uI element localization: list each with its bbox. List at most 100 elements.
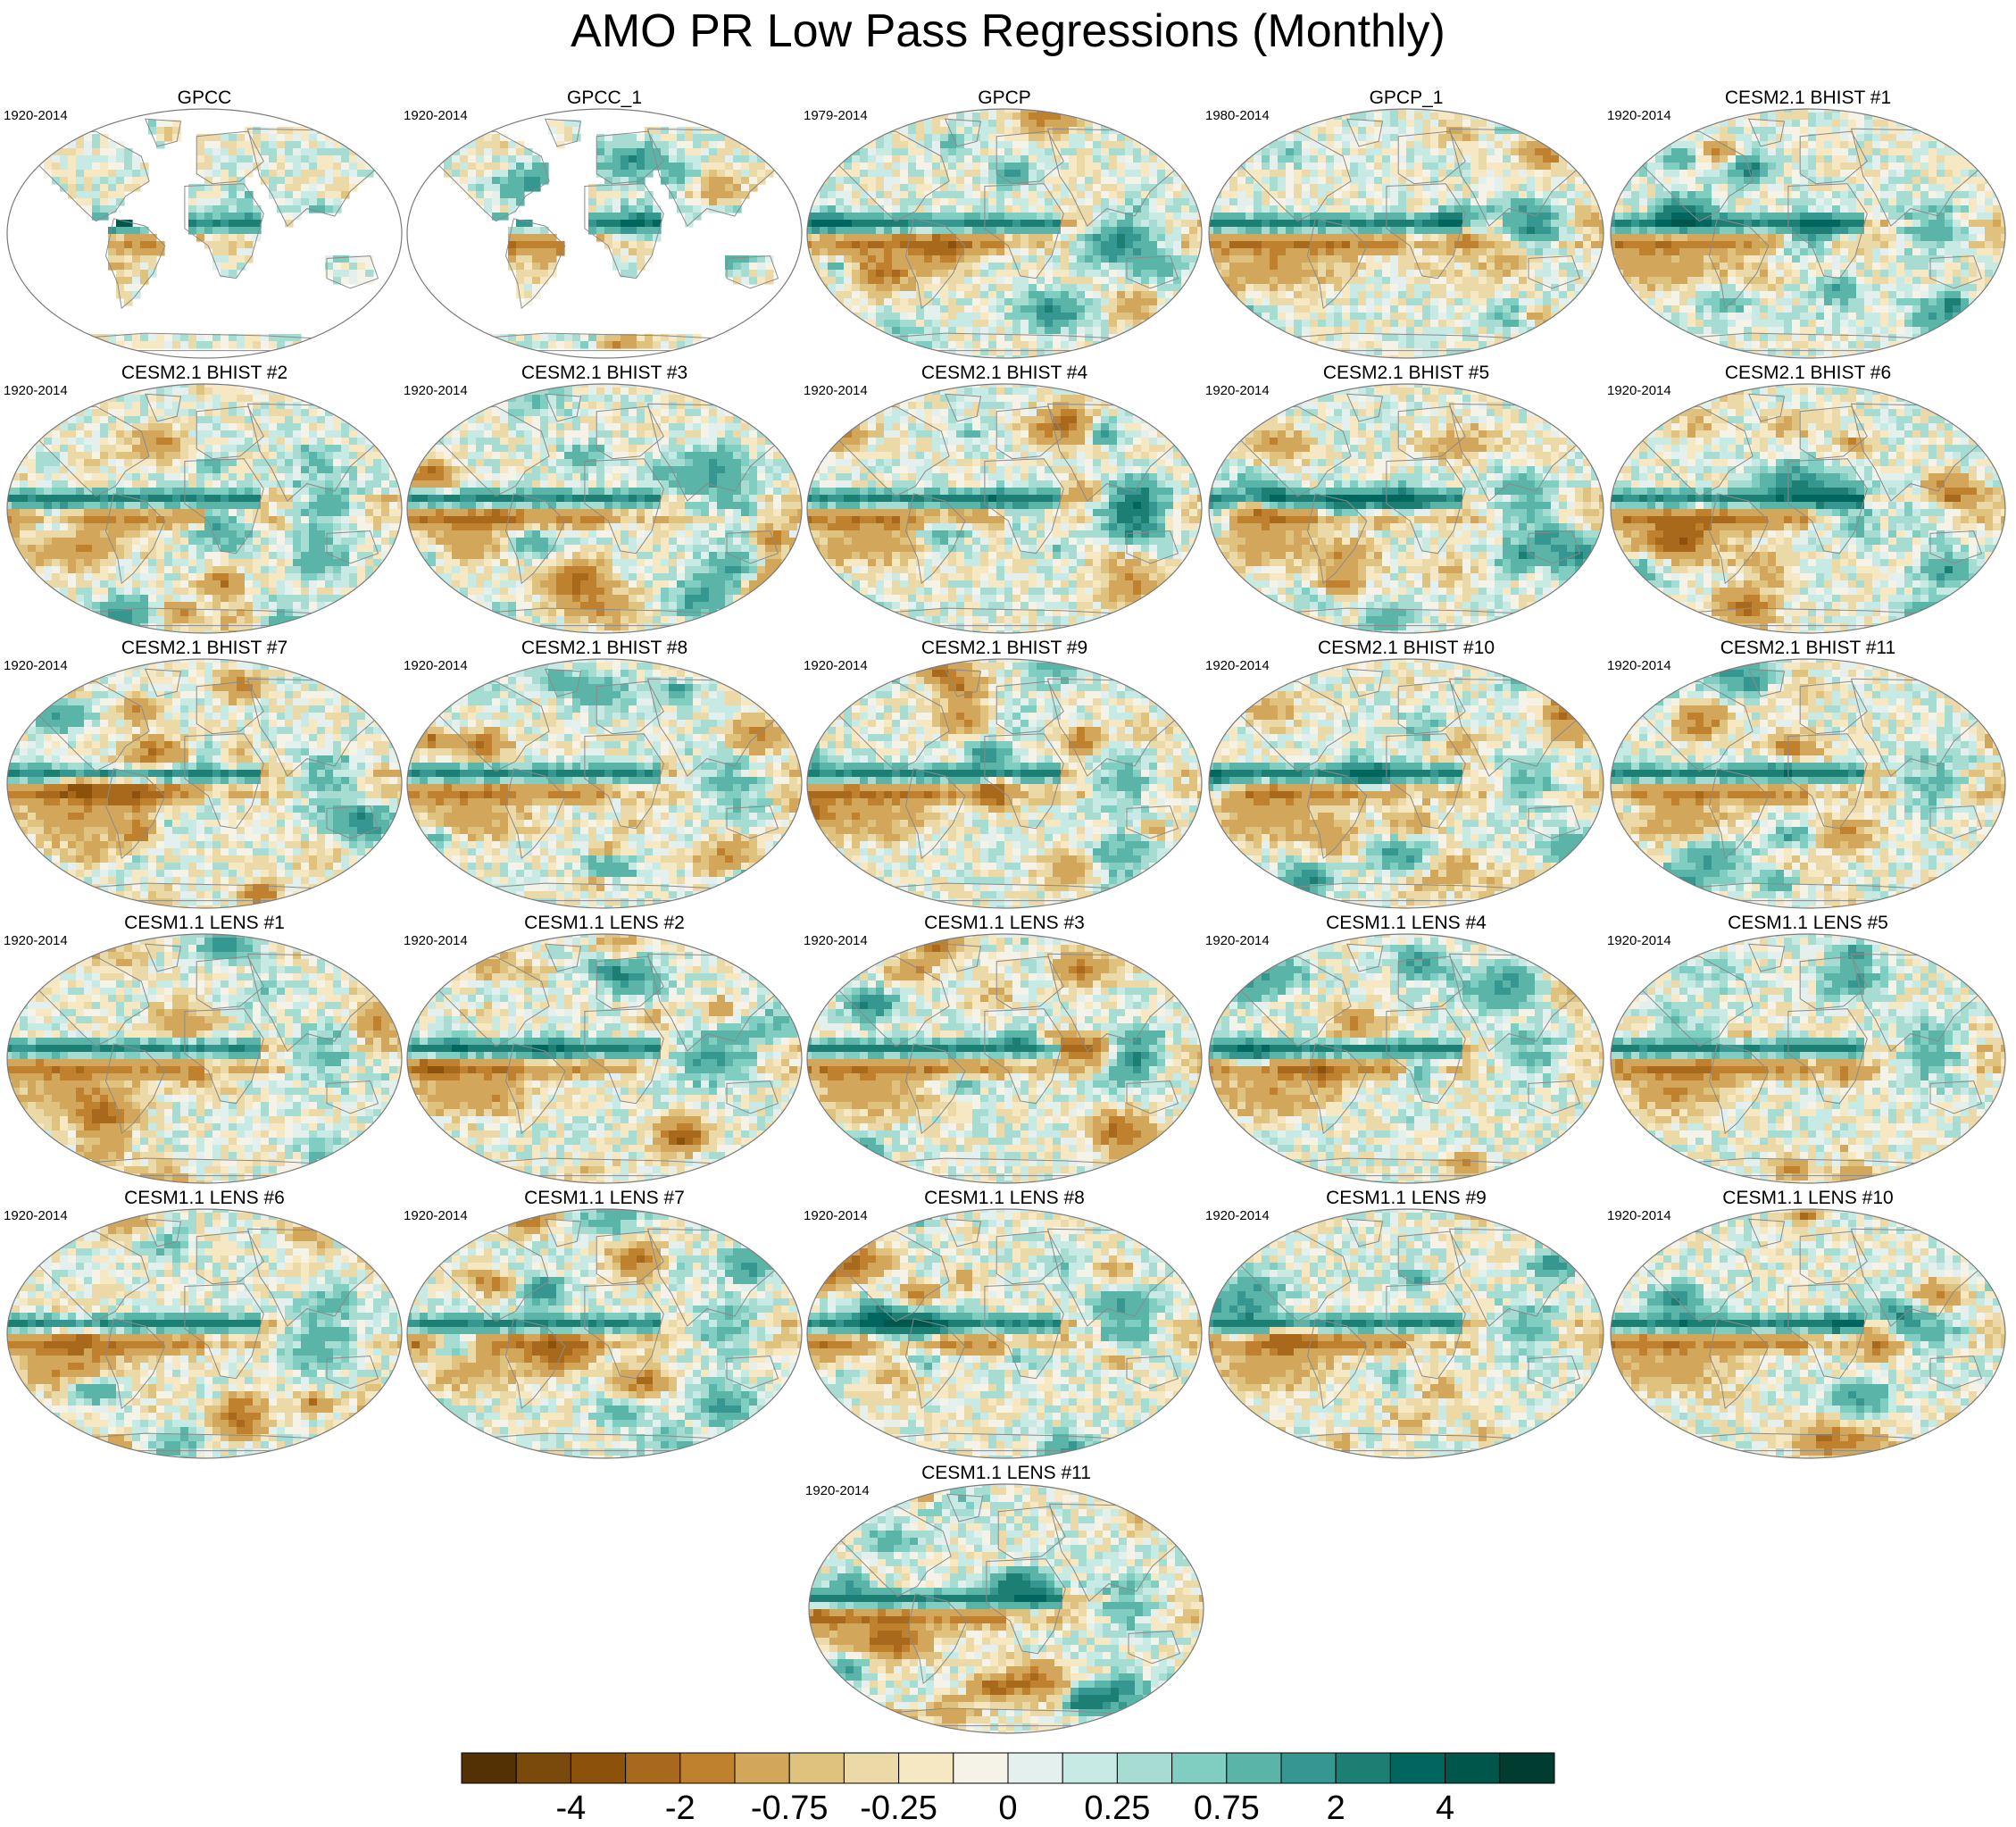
map-field xyxy=(1607,380,2009,637)
map-plot xyxy=(1607,380,2009,637)
map-plot xyxy=(404,930,805,1187)
map-field xyxy=(1607,105,2009,362)
map-plot xyxy=(1607,1205,2009,1462)
map-field xyxy=(1205,380,1607,637)
colorbar-tick-label: 2 xyxy=(1327,1789,1345,1827)
map-field xyxy=(804,1205,1205,1462)
map-plot xyxy=(1205,655,1607,912)
map-field xyxy=(804,930,1205,1187)
map-plot xyxy=(4,930,405,1187)
colorbar-swatch xyxy=(462,1753,516,1783)
map-field xyxy=(805,1481,1207,1737)
map-plot xyxy=(1205,930,1607,1187)
colorbar xyxy=(461,1752,1555,1784)
map-field xyxy=(1607,930,2009,1187)
colorbar-swatch xyxy=(680,1753,735,1783)
colorbar-swatch xyxy=(1390,1753,1445,1783)
map-field xyxy=(404,380,805,637)
map-field xyxy=(1205,655,1607,912)
map-field xyxy=(404,930,805,1187)
map-field xyxy=(4,105,405,362)
map-field xyxy=(804,655,1205,912)
colorbar-tick-label: 0.25 xyxy=(1084,1789,1150,1827)
map-plot xyxy=(805,1481,1207,1737)
map-plot xyxy=(4,380,405,637)
colorbar-swatch xyxy=(1445,1753,1500,1783)
map-field xyxy=(4,380,405,637)
map-plot xyxy=(1205,105,1607,362)
colorbar-swatch xyxy=(1172,1753,1227,1783)
colorbar-swatch xyxy=(516,1753,571,1783)
map-plot xyxy=(4,655,405,912)
colorbar-tick-label: 4 xyxy=(1436,1789,1454,1827)
map-field xyxy=(4,930,405,1187)
map-plot xyxy=(1607,930,2009,1187)
colorbar-swatch xyxy=(844,1753,898,1783)
map-plot xyxy=(4,1205,405,1462)
map-field xyxy=(404,105,805,362)
map-plot xyxy=(804,105,1205,362)
colorbar-swatch xyxy=(1500,1753,1554,1783)
colorbar-tick-label: -4 xyxy=(555,1789,586,1827)
map-plot xyxy=(404,655,805,912)
map-field xyxy=(1607,655,2009,912)
colorbar-swatch xyxy=(735,1753,789,1783)
map-field xyxy=(404,655,805,912)
colorbar-swatch xyxy=(1281,1753,1336,1783)
map-plot xyxy=(804,1205,1205,1462)
colorbar-swatch xyxy=(789,1753,844,1783)
map-plot xyxy=(804,655,1205,912)
figure-title: AMO PR Low Pass Regressions (Monthly) xyxy=(0,4,2016,59)
map-plot xyxy=(1205,380,1607,637)
map-field xyxy=(404,1205,805,1462)
colorbar-tick-label: 0.75 xyxy=(1194,1789,1260,1827)
map-plot xyxy=(404,380,805,637)
map-field xyxy=(1205,1205,1607,1462)
colorbar-swatch xyxy=(1117,1753,1171,1783)
map-plot xyxy=(1607,105,2009,362)
colorbar-swatch xyxy=(1008,1753,1062,1783)
colorbar-swatch xyxy=(899,1753,954,1783)
map-plot xyxy=(1205,1205,1607,1462)
map-field xyxy=(804,380,1205,637)
colorbar-swatch xyxy=(1336,1753,1390,1783)
colorbar-swatch xyxy=(954,1753,1008,1783)
colorbar-tick-label: -2 xyxy=(665,1789,696,1827)
colorbar-tick-label: 0 xyxy=(998,1789,1017,1827)
map-field xyxy=(4,1205,405,1462)
colorbar-swatch xyxy=(1062,1753,1117,1783)
map-field xyxy=(1205,105,1607,362)
map-plot xyxy=(804,930,1205,1187)
map-field xyxy=(1205,930,1607,1187)
colorbar-swatch xyxy=(1227,1753,1281,1783)
map-plot xyxy=(1607,655,2009,912)
colorbar-tick-label: -0.75 xyxy=(751,1789,829,1827)
map-plot xyxy=(804,380,1205,637)
colorbar-swatch xyxy=(571,1753,625,1783)
map-plot xyxy=(404,1205,805,1462)
map-field xyxy=(4,655,405,912)
